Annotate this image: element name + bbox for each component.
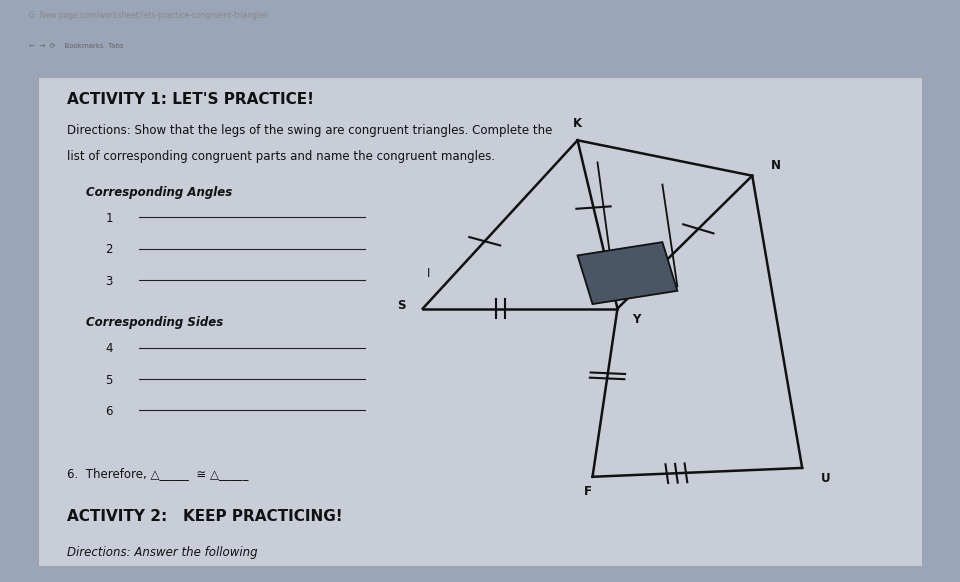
FancyBboxPatch shape [38,77,922,566]
Text: 3: 3 [106,275,113,288]
Text: ACTIVITY 2:   KEEP PRACTICING!: ACTIVITY 2: KEEP PRACTICING! [67,509,343,524]
Text: S: S [397,299,406,313]
Text: list of corresponding congruent parts and name the congruent mangles.: list of corresponding congruent parts an… [67,150,495,162]
Text: N: N [771,159,781,172]
Text: 1: 1 [106,212,113,225]
Text: I: I [426,267,430,279]
Text: U: U [822,472,831,485]
Text: 2: 2 [106,243,113,257]
Polygon shape [578,242,678,304]
Text: 5: 5 [106,374,113,386]
Text: ←  →  ⟳    Bookmarks  Tabs: ← → ⟳ Bookmarks Tabs [29,43,123,49]
Text: 6: 6 [106,405,113,418]
Text: G  New page.com/worksheet/lets-practice-congruent-triangles: G New page.com/worksheet/lets-practice-c… [29,11,268,20]
Text: Corresponding Angles: Corresponding Angles [86,186,232,199]
Text: K: K [573,116,582,130]
Text: 6.  Therefore, △_____  ≅ △_____: 6. Therefore, △_____ ≅ △_____ [67,467,249,480]
Text: Y: Y [633,314,641,327]
Text: Corresponding Sides: Corresponding Sides [86,317,224,329]
Text: F: F [584,485,591,498]
Text: ACTIVITY 1: LET'S PRACTICE!: ACTIVITY 1: LET'S PRACTICE! [67,93,314,107]
Text: Directions: Show that the legs of the swing are congruent triangles. Complete th: Directions: Show that the legs of the sw… [67,123,553,137]
Text: Directions: Answer the following: Directions: Answer the following [67,545,258,559]
Text: 4: 4 [106,342,113,356]
